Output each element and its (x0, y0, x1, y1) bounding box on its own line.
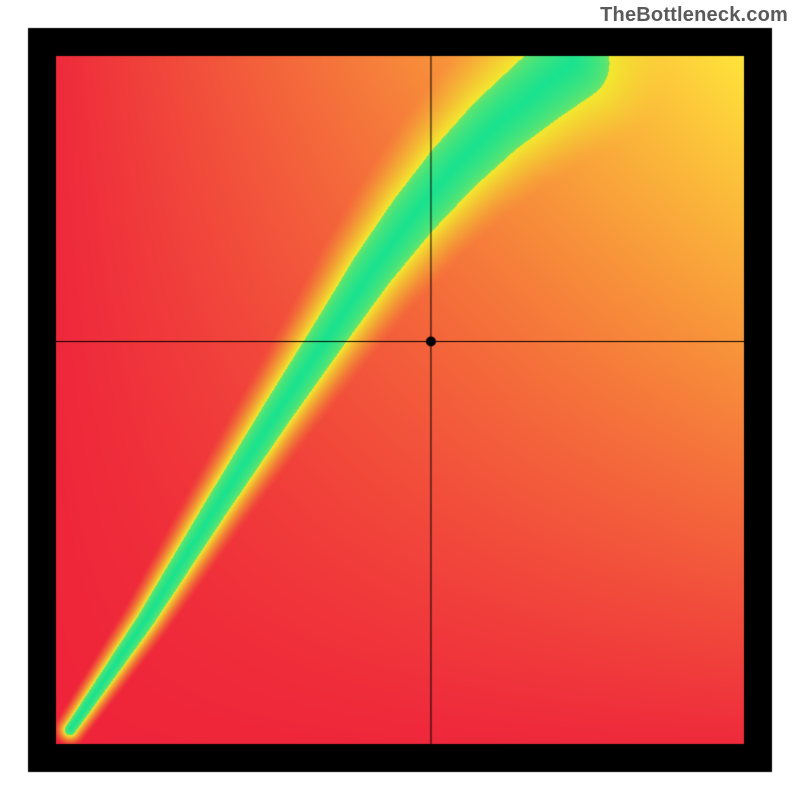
heatmap-canvas (0, 0, 800, 800)
attribution-text: TheBottleneck.com (600, 4, 788, 27)
